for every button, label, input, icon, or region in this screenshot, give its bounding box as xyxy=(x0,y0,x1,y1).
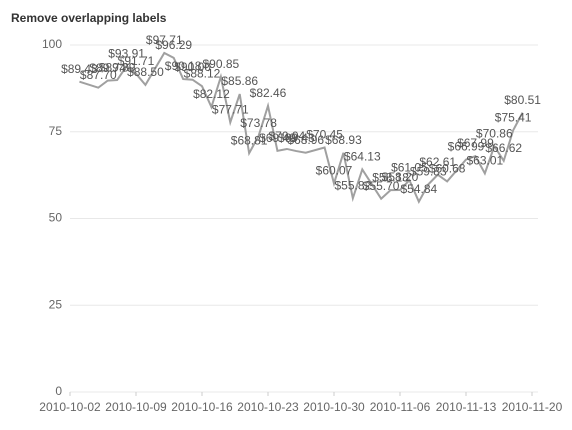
x-tick-label: 2010-11-20 xyxy=(502,400,563,414)
value-label: $93.91 xyxy=(108,46,145,60)
value-label: $68.81 xyxy=(231,133,268,147)
value-label: $55.82 xyxy=(335,178,372,192)
line xyxy=(79,51,524,204)
y-tick-label: 75 xyxy=(49,124,63,138)
value-label: $67.99 xyxy=(457,136,494,150)
x-tick-label: 2010-11-06 xyxy=(370,400,431,414)
value-label: $55.70 xyxy=(363,179,400,193)
value-label: $82.46 xyxy=(250,86,287,100)
value-label: $89.43 xyxy=(61,62,98,76)
value-label: $58.18 xyxy=(372,170,409,184)
value-label: $88.50 xyxy=(127,65,164,79)
x-tick-label: 2010-10-16 xyxy=(171,400,233,414)
y-tick-label: 50 xyxy=(49,211,63,225)
x-tick-label: 2010-10-09 xyxy=(105,400,167,414)
value-label: $66.99 xyxy=(448,140,485,154)
value-label: $89.89 xyxy=(99,60,136,74)
value-label: $60.07 xyxy=(316,164,353,178)
value-label: $87.70 xyxy=(80,68,117,82)
value-label: $70.86 xyxy=(476,126,513,140)
value-label: $60.68 xyxy=(429,162,466,176)
x-tick-label: 2010-10-02 xyxy=(39,400,101,414)
value-label: $73.78 xyxy=(240,116,277,130)
value-label: $91.71 xyxy=(118,54,155,68)
value-label: $54.84 xyxy=(401,182,438,196)
value-label: $97.71 xyxy=(146,33,183,47)
value-label: $85.86 xyxy=(221,74,258,88)
value-label: $68.96 xyxy=(287,133,324,147)
value-label: $62.61 xyxy=(419,155,456,169)
value-label: $68.93 xyxy=(325,133,362,147)
chart-title: Remove overlapping labels xyxy=(11,11,167,25)
value-label: $77.71 xyxy=(212,103,249,117)
value-label: $64.13 xyxy=(344,150,381,164)
value-label: $69.49 xyxy=(259,131,296,145)
value-label: $75.41 xyxy=(495,110,532,124)
value-label: $90.85 xyxy=(203,57,240,71)
value-label: $80.51 xyxy=(504,93,541,107)
y-tick-label: 100 xyxy=(42,37,62,51)
value-label: $88.12 xyxy=(184,66,221,80)
value-label: $90.00 xyxy=(174,60,211,74)
value-label: $61.05 xyxy=(391,160,428,174)
value-label: $96.29 xyxy=(155,38,192,52)
value-label: $69.43 xyxy=(278,131,315,145)
y-tick-label: 25 xyxy=(49,297,63,311)
y-tick-label: 0 xyxy=(55,384,62,398)
value-label: $89.74 xyxy=(89,61,126,75)
value-label: $59.83 xyxy=(410,165,447,179)
value-label: $58.20 xyxy=(382,170,419,184)
x-tick-label: 2010-11-13 xyxy=(436,400,497,414)
value-label: $90.18 xyxy=(165,59,202,73)
value-label: $70.04 xyxy=(269,129,306,143)
x-tick-label: 2010-10-23 xyxy=(237,400,299,414)
value-label: $70.45 xyxy=(306,128,343,142)
value-label: $82.12 xyxy=(193,87,230,101)
x-tick-label: 2010-10-30 xyxy=(303,400,365,414)
value-label: $63.01 xyxy=(467,154,504,168)
value-label: $66.62 xyxy=(485,141,522,155)
